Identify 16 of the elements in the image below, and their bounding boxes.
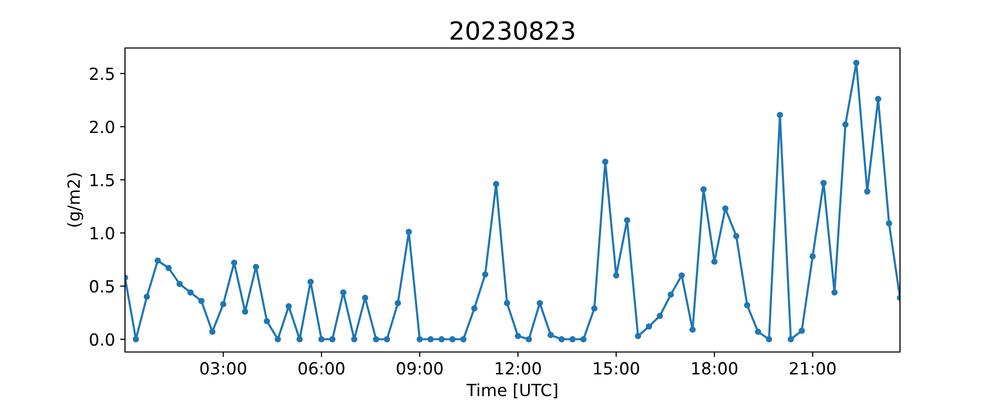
x-tick-label: 09:00 xyxy=(396,362,443,375)
y-tick-label: 0.0 xyxy=(90,333,114,346)
y-axis-title: (g/m2) xyxy=(67,173,84,227)
y-tick-label: 2.5 xyxy=(90,67,114,80)
chart-title: 20230823 xyxy=(450,21,574,40)
x-tick-label: 03:00 xyxy=(200,362,246,375)
x-tick-label: 06:00 xyxy=(298,362,344,375)
x-tick-label: 21:00 xyxy=(790,362,836,375)
x-tick-label: 12:00 xyxy=(496,362,541,375)
y-tick-label: 0.5 xyxy=(90,280,114,293)
x-tick-label: 18:00 xyxy=(692,362,738,375)
y-tick-label: 2.0 xyxy=(90,120,114,134)
y-tick-label: 1.5 xyxy=(90,174,114,186)
y-tick-label: 1.0 xyxy=(90,226,114,240)
x-axis-title: Time [UTC] xyxy=(466,383,558,398)
x-tick-label: 15:00 xyxy=(594,362,640,375)
